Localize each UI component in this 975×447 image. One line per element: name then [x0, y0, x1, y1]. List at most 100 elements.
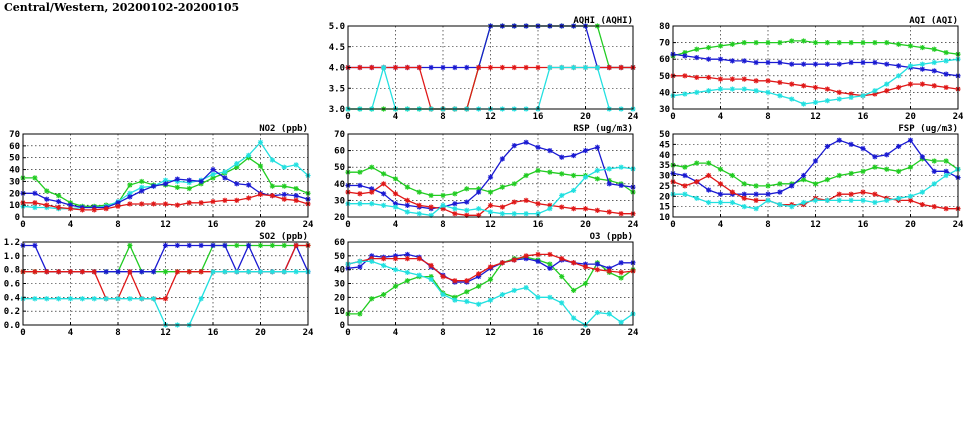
data-point [571, 206, 577, 212]
data-point [706, 56, 712, 62]
y-tick-label: 0.6 [4, 280, 20, 290]
data-point [741, 181, 747, 187]
data-point [381, 64, 387, 71]
data-point [32, 190, 38, 196]
data-point [174, 242, 180, 249]
data-point [801, 177, 807, 183]
data-point [559, 171, 565, 177]
data-point [547, 294, 553, 300]
data-point [499, 204, 505, 210]
data-point [56, 193, 62, 199]
data-point [392, 256, 399, 262]
y-tick-label: 0.4 [4, 293, 21, 303]
panel-title: RSP (ug/m3) [573, 124, 633, 134]
data-point [198, 178, 204, 185]
data-point [269, 193, 275, 199]
data-point [931, 83, 937, 89]
x-tick-label: 12 [810, 220, 821, 230]
data-point [729, 58, 735, 64]
data-point [535, 144, 541, 150]
data-point [139, 296, 145, 302]
data-point [487, 297, 494, 303]
data-point [198, 296, 204, 302]
x-tick-label: 24 [303, 220, 314, 230]
data-point [571, 152, 577, 159]
data-point [694, 195, 700, 201]
data-point [32, 175, 38, 181]
aqi-panel: 0 4 8 12 16 20 24 30 40 50 60 70 80 AQI (AQI) [659, 16, 964, 122]
data-point [103, 269, 109, 275]
x-tick-label: 16 [533, 112, 544, 122]
data-point [428, 212, 434, 218]
data-point [476, 64, 482, 71]
data-point [186, 242, 192, 249]
data-point [293, 185, 299, 192]
data-point [293, 197, 299, 203]
data-point [281, 164, 287, 170]
y-tick-label: 40 [659, 151, 670, 161]
data-point [824, 40, 830, 46]
data-point [198, 269, 204, 275]
data-point [357, 64, 363, 71]
data-point [547, 265, 553, 271]
data-point [741, 195, 747, 201]
data-point [931, 204, 937, 210]
data-point [440, 291, 446, 298]
x-tick-label: 20 [905, 220, 916, 230]
data-point [717, 191, 724, 197]
y-tick-label: 70 [659, 39, 670, 49]
data-point [186, 177, 192, 183]
y-tick-label: 0 [340, 321, 345, 331]
data-point [848, 59, 854, 66]
data-point [872, 191, 878, 197]
data-point [789, 81, 795, 87]
data-point [812, 61, 819, 67]
data-point [753, 191, 759, 197]
data-point [511, 211, 517, 217]
data-point [499, 291, 505, 298]
data-point [246, 242, 252, 249]
data-point [884, 40, 890, 46]
data-point [392, 283, 399, 289]
data-point [234, 242, 240, 249]
data-point [801, 101, 807, 107]
x-tick-label: 20 [580, 220, 591, 230]
data-point [392, 204, 399, 210]
data-point [943, 172, 949, 179]
data-point [682, 191, 688, 197]
data-point [717, 199, 724, 206]
y-tick-label: 10 [9, 201, 20, 211]
data-point [115, 296, 121, 302]
data-point [127, 182, 133, 188]
data-point [293, 193, 299, 199]
y-tick-label: 10 [334, 307, 345, 317]
x-tick-label: 0 [345, 220, 350, 230]
data-point [499, 211, 505, 217]
y-tick-label: 0.8 [4, 266, 20, 276]
data-point [487, 189, 494, 195]
data-point [606, 177, 612, 184]
data-point [594, 309, 600, 316]
x-tick-label: 24 [953, 220, 964, 230]
data-point [896, 41, 902, 47]
data-point [487, 209, 494, 215]
y-tick-label: 10 [659, 213, 670, 223]
data-point [872, 154, 878, 160]
data-point [139, 201, 145, 207]
y-tick-label: 40 [659, 88, 670, 98]
y-tick-label: 70 [9, 130, 20, 140]
data-point [404, 256, 410, 262]
x-tick-label: 4 [718, 220, 724, 230]
data-point [860, 145, 866, 152]
data-point [753, 88, 759, 94]
data-point [824, 61, 830, 67]
panel-title: O3 (ppb) [590, 232, 633, 242]
data-point [162, 269, 169, 275]
data-point [706, 172, 712, 179]
data-point [392, 267, 399, 273]
data-point [151, 296, 157, 302]
data-point [222, 269, 228, 275]
data-point [499, 64, 505, 71]
data-point [582, 148, 589, 154]
data-point [606, 181, 612, 187]
